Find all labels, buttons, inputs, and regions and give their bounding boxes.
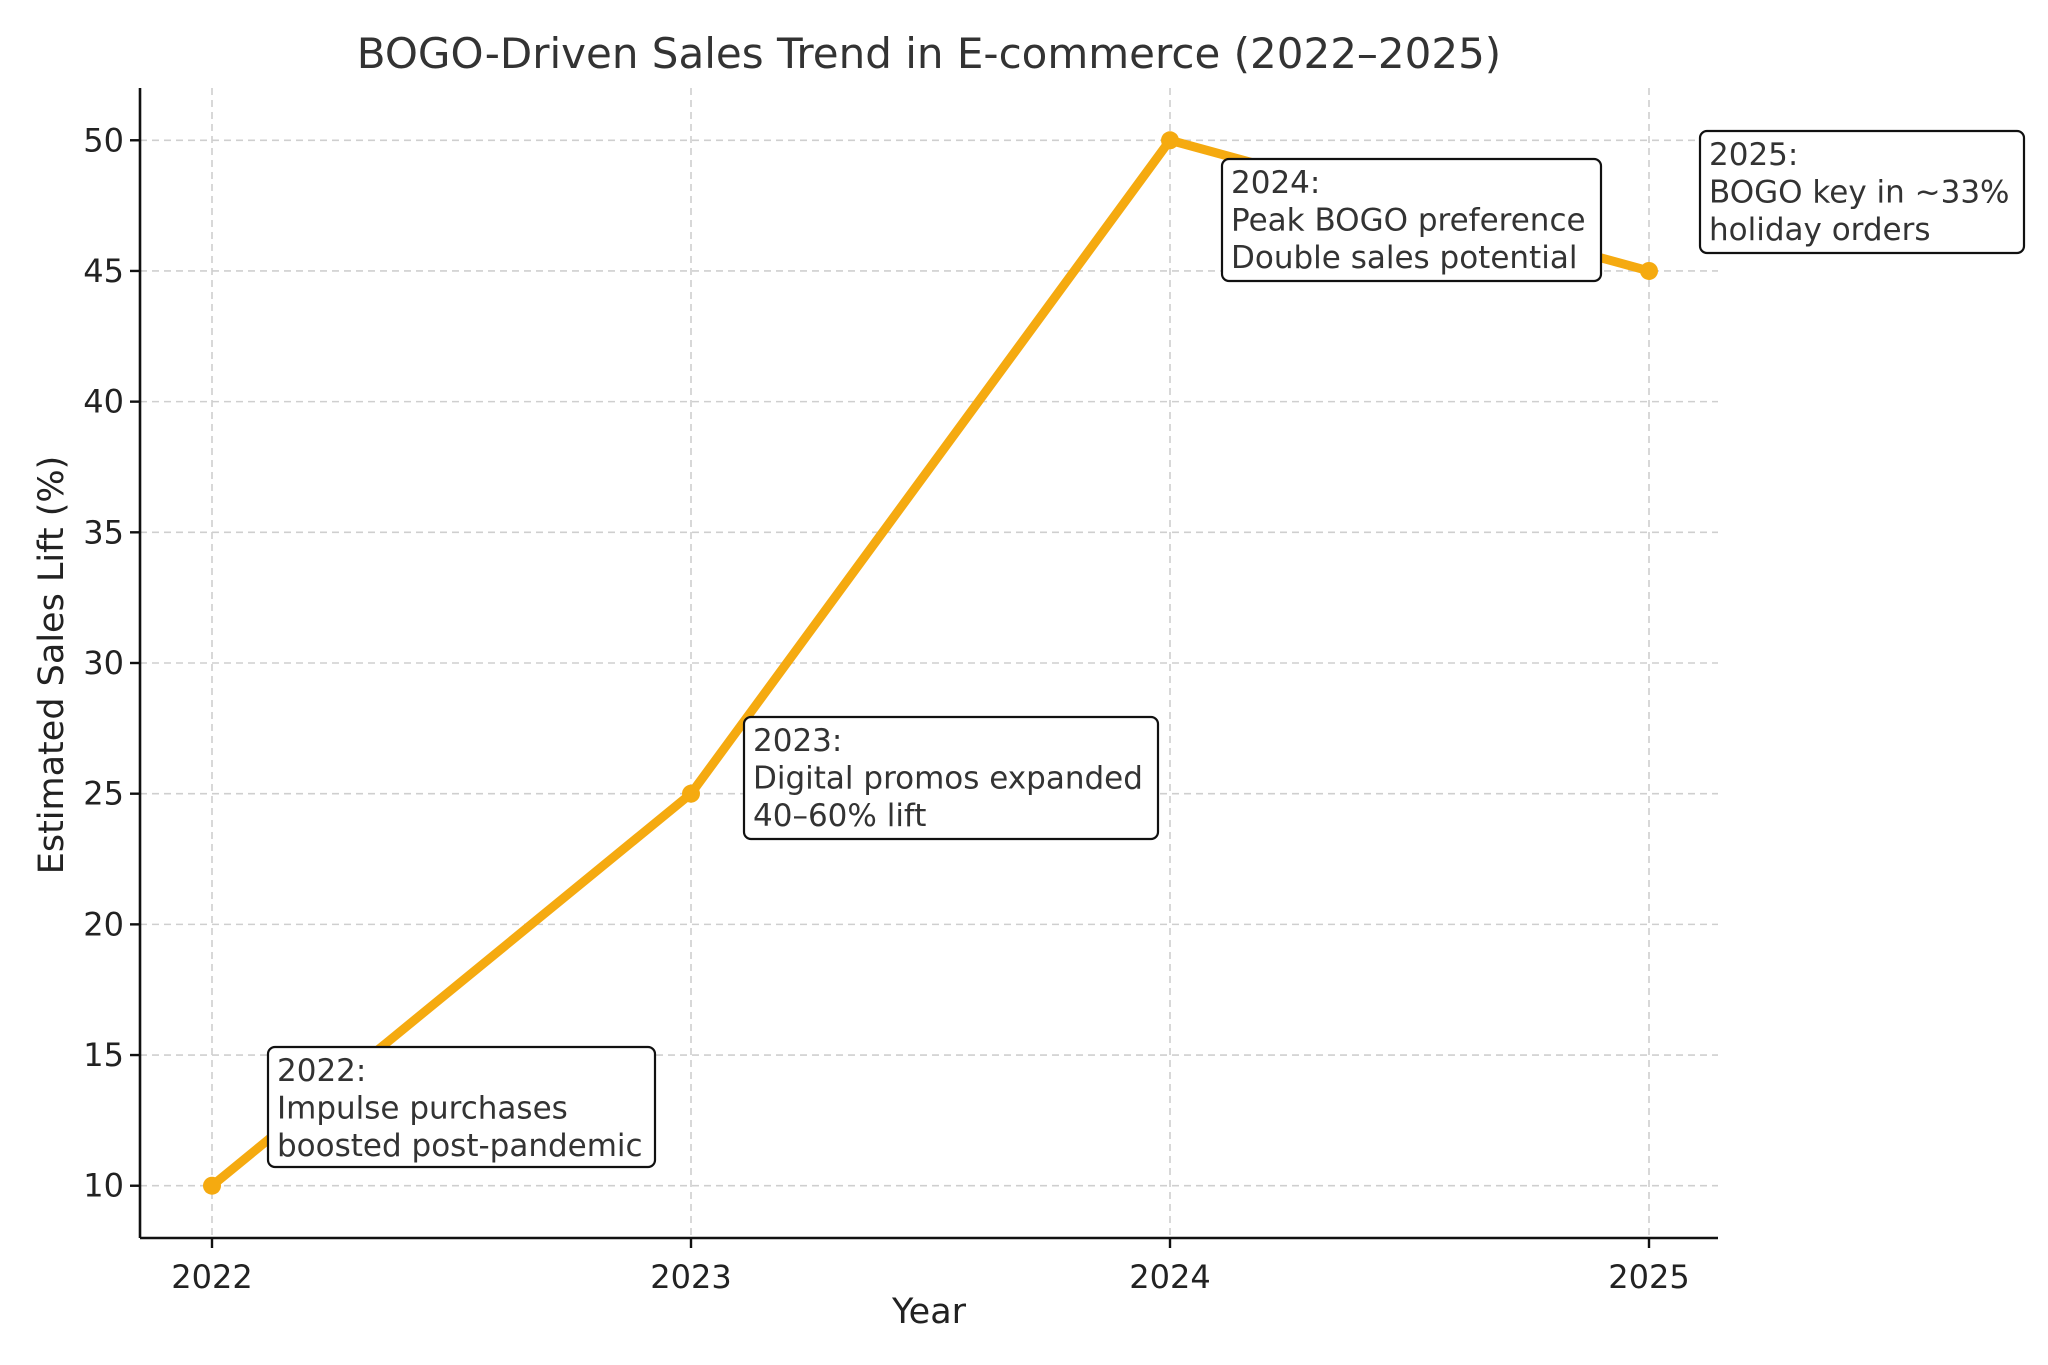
y-tick-label: 45: [83, 252, 124, 290]
annotation-text: Peak BOGO preference: [1231, 203, 1586, 239]
y-tick-label: 35: [83, 513, 124, 551]
data-point: [203, 1176, 221, 1195]
x-tick-label: 2022: [171, 1258, 252, 1296]
y-tick-label: 30: [83, 644, 124, 682]
series-line: [207, 135, 1654, 1191]
annotation-text: BOGO key in ~33%: [1709, 175, 2010, 211]
annotation-2025: 2025:BOGO key in ~33%holiday orders: [1698, 129, 2026, 255]
y-tick-label: 25: [83, 775, 124, 813]
annotation-text: boosted post-pandemic: [277, 1128, 643, 1164]
annotation-box: [742, 715, 1160, 841]
annotation-text: 2025:: [1709, 137, 1798, 173]
annotation-text: 2022:: [277, 1053, 366, 1089]
y-tick-label: 50: [83, 121, 124, 159]
x-tick-label: 2024: [1129, 1258, 1210, 1296]
y-axis-label: Estimated Sales Lift (%): [32, 456, 72, 875]
y-tick-label: 15: [83, 1036, 124, 1074]
annotation-text: 40–60% lift: [753, 798, 926, 834]
annotation-text: Double sales potential: [1231, 240, 1577, 276]
annotation-text: Impulse purchases: [277, 1091, 568, 1127]
data-point: [1161, 131, 1179, 150]
y-tick-label: 20: [83, 905, 124, 943]
annotation-text: 2024:: [1231, 165, 1320, 201]
annotation-text: 2023:: [753, 723, 842, 759]
x-tick-label: 2023: [650, 1258, 731, 1296]
x-axis-label: Year: [891, 1292, 967, 1332]
annotation-box: [266, 1045, 657, 1169]
annotation-text: Digital promos expanded: [753, 761, 1143, 797]
data-point: [682, 784, 700, 803]
data-point: [1640, 261, 1658, 280]
annotation-box: [1698, 129, 2026, 255]
annotation-box: [1220, 157, 1603, 283]
y-tick-label: 10: [83, 1167, 124, 1205]
x-tick-label: 2025: [1608, 1258, 1689, 1296]
chart-title: BOGO-Driven Sales Trend in E-commerce (2…: [357, 29, 1501, 78]
annotation-text: holiday orders: [1709, 212, 1931, 248]
y-tick-label: 40: [83, 383, 124, 421]
